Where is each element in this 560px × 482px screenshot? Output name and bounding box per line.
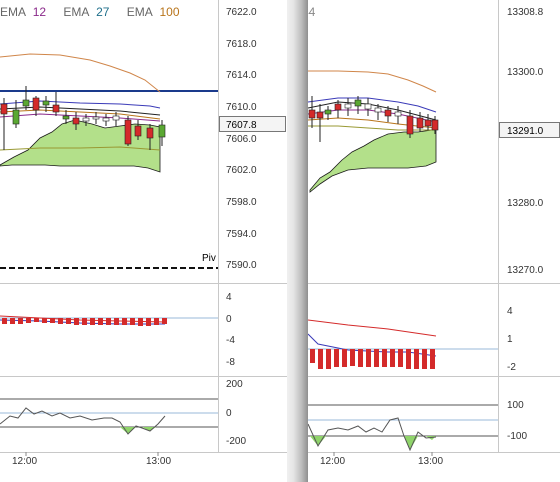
right-ma-line-navy: [308, 97, 437, 113]
price-tick-label: 7598.0: [226, 197, 257, 208]
legend-ema-label: EMA: [127, 5, 153, 19]
left-ma-line-black: [0, 106, 161, 116]
cci-tick-label: 100: [507, 400, 524, 411]
cci-tick-label: -200: [226, 436, 246, 447]
price-tick-label: 7610.0: [226, 102, 257, 113]
right-macd-panel: 4 1 -2: [308, 306, 516, 373]
macd-tick-label: 0: [226, 314, 232, 325]
macd-tick-label: -8: [226, 357, 235, 368]
left-ema12-line: [0, 113, 161, 122]
legend-ema100-period: 100: [159, 5, 179, 19]
right-chart-window[interactable]: 44 13308.8 13300.0 13280.0 13270.0 13291…: [308, 0, 560, 482]
right-ichimoku-cloud: [309, 125, 437, 193]
left-ma-line-olive: [0, 146, 161, 151]
time-tick-label: 13:00: [418, 456, 443, 467]
left-cci-panel: 200 0 -200: [0, 379, 246, 447]
left-current-price-marker: 7607.8: [219, 116, 286, 132]
legend-ema12-period: 12: [33, 5, 47, 19]
macd-tick-label: -2: [507, 362, 516, 373]
macd-signal-line: [308, 319, 437, 337]
left-ema100-line: [0, 53, 161, 93]
left-candles: [0, 86, 166, 150]
cci-tick-label: 200: [226, 379, 243, 390]
cci-line: [308, 417, 437, 452]
right-current-price-marker: 13291.0: [499, 122, 560, 138]
price-tick-label: 7614.0: [226, 70, 257, 81]
current-price-label: 13291.0: [507, 126, 544, 137]
time-tick-label: 12:00: [12, 456, 37, 467]
left-ema27-line: [0, 109, 161, 120]
price-tick-label: 13270.0: [507, 265, 544, 276]
pivot-label: Piv: [202, 253, 216, 264]
price-tick-label: 13308.8: [507, 7, 544, 18]
left-time-axis: 12:00 13:00: [12, 452, 171, 467]
cci-line: [0, 407, 166, 435]
left-chart-window[interactable]: EMA 12 EMA 27 EMA 100 7622.0 7618.0 7614…: [0, 0, 287, 482]
macd-tick-label: 4: [226, 292, 232, 303]
price-tick-label: 7618.0: [226, 39, 257, 50]
right-chart-canvas[interactable]: 44 13308.8 13300.0 13280.0 13270.0 13291…: [308, 0, 560, 482]
legend-ema-label: EMA: [0, 5, 26, 19]
macd-tick-label: 1: [507, 334, 513, 345]
current-price-label: 7607.8: [226, 120, 257, 131]
price-tick-label: 7606.0: [226, 134, 257, 145]
right-candles: [308, 96, 439, 142]
price-tick-label: 13280.0: [507, 198, 544, 209]
legend-ema27-period: 27: [96, 5, 110, 19]
price-tick-label: 7602.0: [226, 165, 257, 176]
cci-tick-label: 0: [226, 408, 232, 419]
right-cci-panel: 100 -100: [308, 400, 527, 452]
macd-histogram: [2, 318, 167, 326]
legend-ema-label: EMA: [63, 5, 89, 19]
macd-histogram: [310, 349, 435, 369]
cci-below-fill: [120, 427, 156, 434]
left-price-axis: 7622.0 7618.0 7614.0 7610.0 7606.0 7602.…: [226, 7, 257, 271]
price-tick-label: 7590.0: [226, 260, 257, 271]
right-time-axis: 12:00 13:00: [320, 452, 443, 467]
right-legend-fragment: 44: [308, 5, 316, 19]
price-tick-label: 13300.0: [507, 67, 544, 78]
left-legend: EMA 12 EMA 27 EMA 100: [0, 5, 180, 19]
price-tick-label: 7622.0: [226, 7, 257, 18]
macd-tick-label: -4: [226, 335, 235, 346]
time-tick-label: 12:00: [320, 456, 345, 467]
cci-below-fill: [310, 436, 436, 450]
left-chart-canvas[interactable]: EMA 12 EMA 27 EMA 100 7622.0 7618.0 7614…: [0, 0, 287, 482]
macd-tick-label: 4: [507, 306, 513, 317]
right-price-axis: 13308.8 13300.0 13280.0 13270.0: [507, 7, 544, 276]
right-ema100-line: [308, 70, 437, 93]
cci-tick-label: -100: [507, 431, 527, 442]
time-tick-label: 13:00: [146, 456, 171, 467]
price-tick-label: 7594.0: [226, 229, 257, 240]
left-macd-panel: 4 0 -4 -8: [0, 292, 235, 368]
window-gutter: [287, 0, 308, 482]
